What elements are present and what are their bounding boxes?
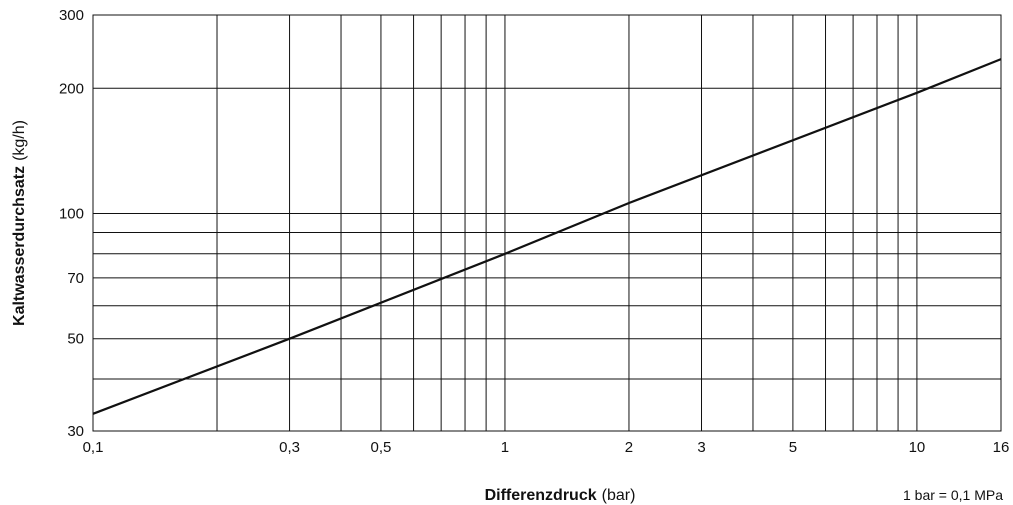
y-axis-title-bold: Kaltwasserdurchsatz (11, 166, 28, 326)
x-tick-label: 16 (993, 439, 1010, 456)
x-axis-title-unit: (bar) (602, 487, 636, 504)
x-tick-label: 10 (909, 439, 926, 456)
y-tick-label: 300 (59, 7, 84, 24)
y-tick-labels: 30 50 70 100 200 300 (59, 7, 84, 440)
x-tick-labels: 0,1 0,3 0,5 1 2 3 5 10 16 (83, 439, 1010, 456)
y-tick-label: 50 (67, 331, 84, 348)
x-axis-title: Differenzdruck (bar) (485, 487, 636, 504)
unit-note: 1 bar = 0,1 MPa (903, 487, 1003, 503)
y-tick-label: 100 (59, 205, 84, 222)
x-tick-label: 0,5 (371, 439, 392, 456)
y-axis-title: Kaltwasserdurchsatz (kg/h) (11, 120, 28, 326)
x-tick-label: 3 (697, 439, 705, 456)
x-tick-label: 0,1 (83, 439, 104, 456)
x-tick-label: 1 (501, 439, 509, 456)
x-axis-title-bold: Differenzdruck (485, 487, 597, 504)
series-line (92, 58, 1002, 415)
y-axis-title-unit: (kg/h) (11, 120, 28, 161)
x-tick-label: 5 (789, 439, 797, 456)
x-tick-label: 2 (625, 439, 633, 456)
plot-frame (92, 14, 1002, 432)
y-tick-label: 70 (67, 270, 84, 287)
grid-lines (92, 14, 1002, 432)
series-group (92, 58, 1002, 415)
x-tick-label: 0,3 (279, 439, 300, 456)
y-tick-label: 200 (59, 80, 84, 97)
y-tick-label: 30 (67, 423, 84, 440)
